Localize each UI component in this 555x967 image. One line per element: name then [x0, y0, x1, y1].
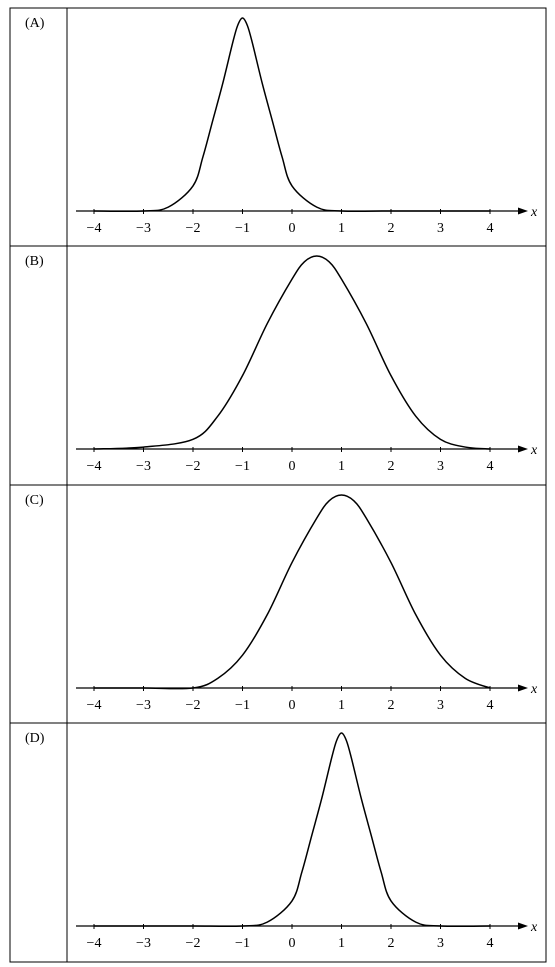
x-tick-label: 0 — [289, 459, 296, 474]
x-tick-label: 3 — [437, 221, 444, 236]
x-tick-label: 1 — [338, 698, 345, 713]
x-tick-label: 4 — [487, 936, 494, 951]
x-tick-label: 4 — [487, 221, 494, 236]
x-tick-label: −1 — [235, 221, 250, 236]
x-tick-label: −4 — [87, 221, 102, 236]
x-axis-variable: x — [530, 205, 538, 220]
x-tick-label: 1 — [338, 936, 345, 951]
x-tick-label: 1 — [338, 221, 345, 236]
option-label-b: (B) — [25, 254, 44, 269]
graph-option-a: (A) x −4 −3 −2 −1 0 1 2 3 4 — [25, 16, 538, 236]
option-label-a: (A) — [25, 16, 45, 31]
x-axis-arrowhead — [518, 445, 528, 453]
x-axis-variable: x — [530, 443, 538, 458]
density-curve — [93, 494, 491, 690]
x-axis-arrowhead — [518, 922, 528, 930]
graph-option-d: (D) x −4 −3 −2 −1 0 1 2 3 4 — [25, 731, 538, 951]
density-curve — [93, 17, 490, 213]
x-tick-label: 2 — [388, 459, 395, 474]
x-tick-label: 2 — [388, 221, 395, 236]
x-tick-label: −1 — [235, 459, 250, 474]
x-axis-arrowhead — [518, 207, 528, 215]
density-curve — [94, 732, 491, 928]
x-tick-label: 0 — [289, 698, 296, 713]
graph-option-b: (B) x −4 −3 −2 −1 0 1 2 3 4 — [25, 254, 538, 474]
x-tick-label: 4 — [487, 698, 494, 713]
option-label-d: (D) — [25, 731, 45, 746]
x-tick-label: −4 — [87, 936, 102, 951]
x-tick-label: 2 — [388, 698, 395, 713]
x-axis-variable: x — [530, 682, 538, 697]
x-tick-label: 3 — [437, 698, 444, 713]
density-curve — [93, 255, 491, 450]
graph-option-c: (C) x −4 −3 −2 −1 0 1 2 3 4 — [25, 493, 538, 713]
x-tick-label: −1 — [235, 936, 250, 951]
x-tick-label: −3 — [136, 221, 151, 236]
x-tick-label: 1 — [338, 459, 345, 474]
x-tick-label: −2 — [186, 221, 201, 236]
x-tick-label: 0 — [289, 936, 296, 951]
x-axis-arrowhead — [518, 684, 528, 692]
x-axis-variable: x — [530, 920, 538, 935]
x-tick-label: −3 — [136, 459, 151, 474]
x-tick-label: 2 — [388, 936, 395, 951]
x-tick-label: 0 — [289, 221, 296, 236]
x-tick-label: −2 — [186, 936, 201, 951]
x-tick-label: −2 — [186, 459, 201, 474]
x-tick-label: 3 — [437, 936, 444, 951]
x-tick-label: −2 — [186, 698, 201, 713]
x-tick-label: −1 — [235, 698, 250, 713]
x-tick-label: 3 — [437, 459, 444, 474]
x-tick-label: −4 — [87, 698, 102, 713]
x-tick-label: 4 — [487, 459, 494, 474]
x-tick-label: −3 — [136, 698, 151, 713]
option-label-c: (C) — [25, 493, 44, 508]
x-tick-label: −4 — [87, 459, 102, 474]
x-tick-label: −3 — [136, 936, 151, 951]
